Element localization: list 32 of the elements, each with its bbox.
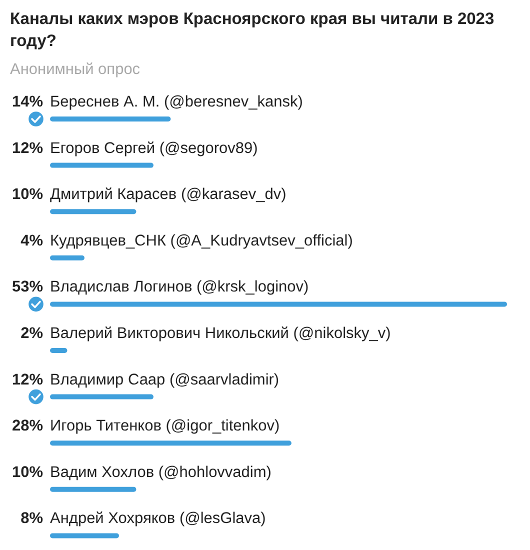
y-tick-label: Дмитрий Карасев (@karasev_dv)	[50, 186, 286, 204]
y-tick-label: Владислав Логинов (@krsk_loginov)	[50, 278, 309, 296]
y-tick-label: Валерий Викторович Никольский (@nikolsky_v)	[50, 325, 391, 342]
bar	[50, 116, 171, 122]
y-tick-label: Вадим Хохлов (@hohlovvadim)	[50, 464, 272, 481]
data-label: 10%	[12, 464, 44, 481]
y-tick-label: Владимир Саар (@saarvladimir)	[50, 371, 280, 388]
bar	[50, 394, 154, 400]
bar	[50, 255, 84, 260]
bar	[50, 440, 292, 446]
data-label: 12%	[12, 371, 44, 388]
chart-subtitle: Анонимный опрос	[10, 61, 140, 78]
y-tick-label: Кудрявцев_СНК (@A_Kudryavtsev_official)	[50, 232, 353, 250]
data-label: 53%	[12, 278, 44, 296]
bar	[50, 533, 119, 538]
data-label: 28%	[12, 418, 44, 435]
bar	[50, 348, 68, 353]
bar	[50, 486, 136, 492]
bar	[50, 302, 507, 307]
y-tick-label: Береснев А. М. (@beresnev_kansk)	[50, 94, 303, 110]
bar	[50, 209, 136, 214]
y-tick-label: Игорь Титенков (@igor_titenkov)	[50, 418, 280, 435]
data-label: 12%	[12, 140, 44, 157]
y-tick-label: Егоров Сергей (@segorov89)	[50, 140, 258, 157]
data-label: 10%	[12, 186, 44, 204]
data-label: 8%	[20, 510, 44, 528]
data-label: 14%	[12, 94, 44, 110]
chart-title: Каналы каких мэров Красноярского края вы читали в 2023 году?	[10, 10, 494, 50]
data-label: 4%	[20, 232, 44, 250]
y-tick-label: Андрей Хохряков (@lesGlava)	[50, 510, 266, 528]
bar	[50, 162, 154, 168]
data-label: 2%	[20, 325, 44, 342]
